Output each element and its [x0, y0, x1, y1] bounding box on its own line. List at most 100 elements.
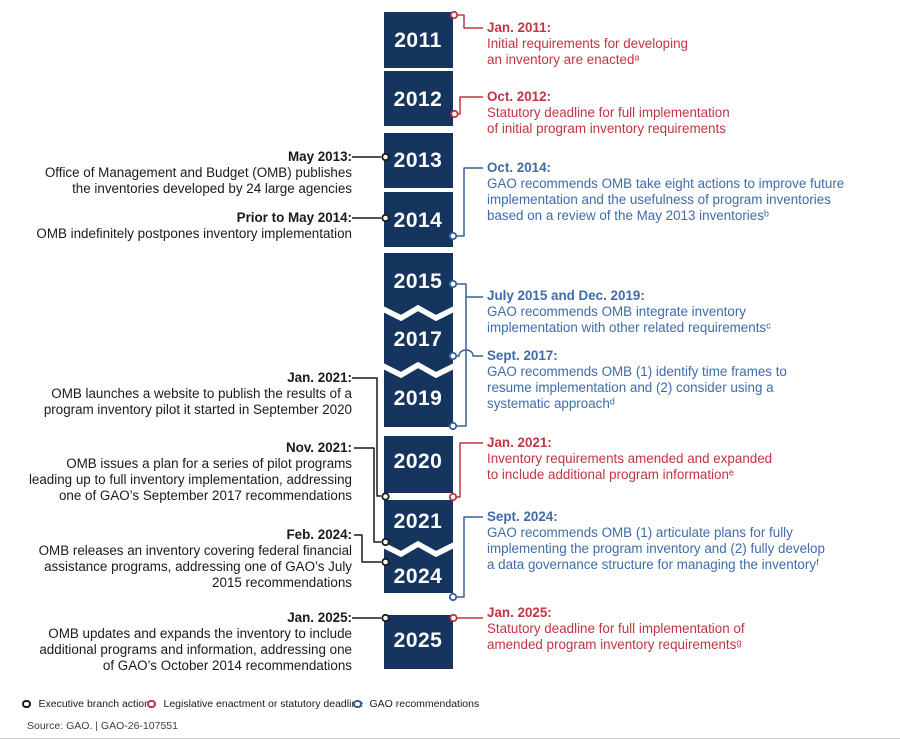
- connector-sept-2017: [456, 349, 483, 357]
- legend-label: GAO recommendations: [369, 698, 480, 710]
- year-block-2015-2019: [384, 253, 453, 427]
- year-block-2013: [384, 133, 453, 188]
- year-label-2021: 2021: [394, 510, 443, 533]
- connector-bracket-2015-2019: [456, 283, 467, 427]
- annotation-date-label: Sept. 2024:: [487, 509, 558, 524]
- annotation-date-label: Jan. 2021:: [487, 435, 552, 450]
- annotation-sept-2024: Sept. 2024: GAO recommends OMB (1) artic…: [487, 509, 882, 573]
- year-block-2025: [384, 615, 453, 669]
- annotation-line: systematic approachᵈ: [487, 396, 615, 411]
- annotation-line: GAO recommends OMB (1) identify time fra…: [487, 364, 787, 379]
- marker-executive-prior-may-2014: [381, 213, 390, 223]
- annotation-nov-2021: Nov. 2021: OMB issues a plan for a serie…: [0, 440, 352, 504]
- annotation-date-label: Feb. 2024:: [286, 527, 353, 542]
- annotation-line: Inventory requirements amended and expan…: [487, 451, 773, 466]
- marker-gao-sept-2017: [448, 351, 458, 361]
- annotation-feb-2024: Feb. 2024: OMB releases an inventory cov…: [0, 527, 352, 591]
- marker-legislative-oct-2012: [450, 109, 459, 119]
- source-note: Source: GAO. | GAO-26-107551: [27, 720, 178, 732]
- marker-legislative-jan-2025: [449, 613, 458, 623]
- connector-oct-2014: [456, 167, 483, 237]
- annotation-sept-2017: Sept. 2017: GAO recommends OMB (1) ident…: [487, 348, 882, 412]
- annotation-line: OMB issues a plan for a series of pilot …: [66, 456, 352, 471]
- annotation-jan-2025-left: Jan. 2025: OMB updates and expands the i…: [0, 610, 352, 674]
- annotation-line: Statutory deadline for full implementati…: [487, 621, 745, 636]
- annotation-date-label: Jan. 2011:: [487, 20, 552, 35]
- annotation-date-label: Jan. 2025:: [287, 610, 352, 625]
- annotation-line: Statutory deadline for full implementati…: [487, 105, 730, 120]
- annotation-jan-2025-right: Jan. 2025: Statutory deadline for full i…: [487, 605, 882, 653]
- legend-item-legislative: Legislative enactment or statutory deadl…: [147, 698, 363, 710]
- annotation-line: leading up to full inventory implementat…: [28, 472, 352, 487]
- executive-marker-icon: [22, 699, 31, 709]
- year-block-2012: [384, 71, 453, 126]
- annotation-line: a data governance structure for managing…: [487, 557, 820, 572]
- legend-item-gao: GAO recommendations: [353, 698, 479, 710]
- annotation-line: implementation and the usefulness of pro…: [487, 192, 831, 207]
- annotation-date-label: Jan. 2021:: [287, 370, 352, 385]
- annotation-date-label: Jan. 2025:: [487, 605, 552, 620]
- year-label-2025: 2025: [394, 629, 443, 652]
- year-block-2020: [384, 436, 453, 493]
- annotation-line: Office of Management and Budget (OMB) pu…: [44, 165, 352, 180]
- annotation-jan-2021-left: Jan. 2021: OMB launches a website to pub…: [0, 370, 352, 418]
- annotation-line: OMB indefinitely postpones inventory imp…: [36, 226, 352, 241]
- annotation-line: implementing the program inventory and (…: [487, 541, 825, 556]
- annotation-line: additional programs and information, add…: [39, 642, 352, 657]
- marker-legislative-jan-2011: [449, 10, 459, 20]
- annotation-line: of GAO’s October 2014 recommendations: [102, 658, 352, 673]
- connector-sept-2024: [456, 516, 483, 598]
- annotation-date-label: Oct. 2014:: [487, 160, 552, 175]
- marker-executive-feb-2024: [381, 557, 390, 567]
- year-label-2020: 2020: [394, 450, 443, 473]
- break-zigzag-2017-2019: [381, 361, 456, 379]
- connector-feb-2024: [354, 534, 381, 563]
- annotation-oct-2012: Oct. 2012: Statutory deadline for full i…: [487, 89, 882, 137]
- annotation-line: based on a review of the May 2013 invent…: [487, 208, 769, 223]
- annotation-line: the inventories developed by 24 large ag…: [72, 181, 352, 196]
- gao-marker-icon: [353, 699, 362, 709]
- annotation-line: one of GAO’s September 2017 recommendati…: [58, 488, 352, 503]
- year-block-2011: [384, 12, 453, 68]
- marker-executive-nov-2021: [381, 537, 390, 547]
- annotation-may-2013: May 2013: Office of Management and Budge…: [0, 149, 352, 197]
- connector-oct-2012: [458, 96, 483, 115]
- annotation-line: OMB launches a website to publish the re…: [51, 386, 352, 401]
- connector-nov-2021: [354, 447, 381, 543]
- marker-executive-jan-2021: [381, 492, 390, 501]
- annotation-line: to include additional program informatio…: [487, 467, 734, 482]
- annotation-line: GAO recommends OMB integrate inventory: [487, 304, 746, 319]
- marker-gao-sept-2024: [448, 592, 458, 602]
- legend-label: Executive branch actions: [38, 698, 156, 710]
- year-label-2015: 2015: [394, 270, 443, 293]
- annotation-line: resume implementation and (2) consider u…: [487, 380, 774, 395]
- annotation-date-label: Prior to May 2014:: [236, 210, 352, 225]
- break-zigzag-2021-2024: [381, 540, 456, 558]
- annotation-date-label: Sept. 2017:: [487, 348, 558, 363]
- marker-legislative-jan-2021: [448, 492, 458, 502]
- annotation-july-2015-dec-2019: July 2015 and Dec. 2019: GAO recommends …: [487, 288, 882, 336]
- annotation-line: OMB updates and expands the inventory to…: [48, 626, 352, 641]
- marker-gao-dec-2019: [448, 421, 458, 431]
- marker-gao-july-2015: [448, 279, 458, 289]
- legend-label: Legislative enactment or statutory deadl…: [163, 698, 364, 710]
- connector-jan-2021-right: [456, 442, 483, 498]
- year-label-2011: 2011: [394, 29, 442, 52]
- annotation-line: GAO recommends OMB take eight actions to…: [487, 176, 845, 191]
- break-zigzag-2015-2017: [381, 304, 456, 322]
- annotation-line: amended program inventory requirementsᵍ: [487, 637, 742, 652]
- annotation-date-label: Nov. 2021:: [286, 440, 352, 455]
- marker-gao-oct-2014: [448, 231, 458, 241]
- annotation-date-label: July 2015 and Dec. 2019:: [487, 288, 645, 303]
- year-label-2013: 2013: [394, 149, 443, 172]
- footer-divider: [0, 738, 900, 739]
- year-label-2024: 2024: [394, 565, 443, 588]
- annotation-line: OMB releases an inventory covering feder…: [38, 543, 352, 558]
- annotation-line: 2015 recommendations: [212, 575, 352, 590]
- annotation-line: program inventory pilot it started in Se…: [43, 402, 352, 417]
- year-label-2014: 2014: [394, 209, 443, 232]
- year-label-2012: 2012: [394, 88, 443, 111]
- annotation-jan-2011: Jan. 2011: Initial requirements for deve…: [487, 20, 882, 68]
